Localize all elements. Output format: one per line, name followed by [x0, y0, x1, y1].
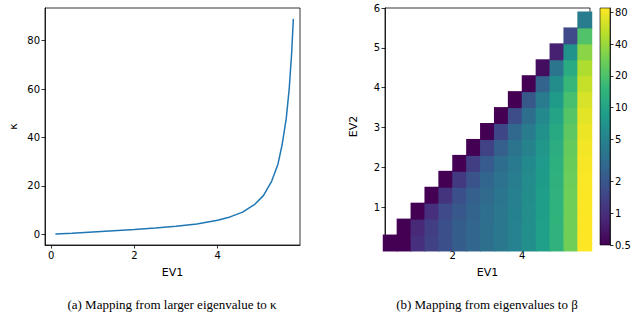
- svg-text:4: 4: [214, 250, 220, 261]
- svg-text:3: 3: [374, 122, 380, 133]
- svg-text:5: 5: [615, 134, 621, 145]
- svg-text:20: 20: [615, 70, 628, 81]
- svg-text:2: 2: [374, 162, 380, 173]
- svg-text:6: 6: [374, 3, 380, 14]
- svg-text:κ: κ: [7, 123, 20, 130]
- svg-text:EV1: EV1: [162, 266, 183, 279]
- svg-text:2: 2: [449, 249, 456, 261]
- svg-text:40: 40: [615, 39, 628, 50]
- svg-text:5: 5: [374, 42, 380, 53]
- svg-text:4: 4: [519, 249, 526, 261]
- svg-text:80: 80: [615, 7, 628, 18]
- svg-text:(b) Mapping from eigenvalues t: (b) Mapping from eigenvalues to β: [396, 297, 578, 312]
- svg-text:0: 0: [34, 229, 40, 240]
- svg-text:1: 1: [374, 202, 380, 213]
- svg-text:2: 2: [615, 176, 621, 187]
- svg-text:0.5: 0.5: [615, 240, 631, 251]
- svg-text:40: 40: [27, 132, 40, 143]
- svg-text:2: 2: [131, 250, 137, 261]
- svg-text:(a) Mapping from larger eigenv: (a) Mapping from larger eigenvalue to κ: [67, 297, 277, 312]
- svg-text:EV2: EV2: [347, 116, 360, 137]
- svg-text:1: 1: [615, 208, 621, 219]
- svg-text:20: 20: [27, 180, 40, 191]
- svg-text:EV1: EV1: [477, 266, 498, 279]
- svg-text:10: 10: [615, 102, 628, 113]
- svg-text:4: 4: [374, 82, 380, 93]
- svg-text:80: 80: [27, 35, 40, 46]
- svg-text:0: 0: [48, 250, 54, 261]
- svg-text:60: 60: [27, 84, 40, 95]
